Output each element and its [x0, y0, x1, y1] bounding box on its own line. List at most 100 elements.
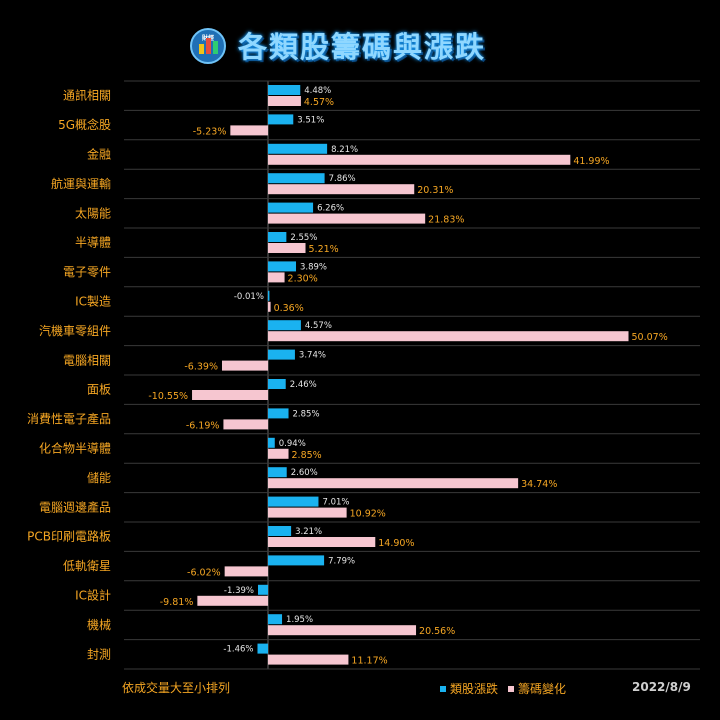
data-label-series-a: -1.46% — [223, 645, 253, 655]
bar-series-a — [268, 496, 319, 507]
logo-bar-icon — [199, 44, 204, 54]
data-label-series-b: 2.85% — [292, 450, 322, 461]
category-label: IC設計 — [75, 588, 111, 603]
data-label-series-a: 6.26% — [317, 204, 344, 214]
data-label-series-b: -6.39% — [184, 362, 218, 373]
category-label: 消費性電子產品 — [27, 411, 111, 426]
data-label-series-b: -9.81% — [160, 597, 194, 608]
data-label-series-a: 0.94% — [279, 439, 306, 449]
data-label-series-b: 20.31% — [417, 185, 453, 196]
bar-series-a — [268, 408, 289, 419]
bar-series-b — [268, 154, 571, 165]
data-label-series-a: 7.01% — [322, 498, 349, 508]
legend-item-series-b: 籌碼變化 — [508, 680, 566, 697]
data-label-series-a: 3.74% — [299, 351, 326, 361]
data-label-series-a: 2.55% — [290, 233, 317, 243]
legend-label-series-b: 籌碼變化 — [518, 682, 567, 696]
data-label-series-a: 4.48% — [304, 86, 331, 96]
data-label-series-b: 10.92% — [350, 509, 386, 520]
data-label-series-b: 41.99% — [573, 156, 609, 167]
data-label-series-a: 3.89% — [300, 262, 327, 272]
bar-series-a — [268, 202, 314, 213]
category-label: 低軌衛星 — [63, 558, 111, 573]
bar-series-a — [257, 643, 268, 654]
brand-logo: 財經 — [190, 28, 226, 64]
data-label-series-b: 2.30% — [288, 273, 318, 284]
bar-series-a — [268, 349, 295, 360]
category-label: 金融 — [87, 147, 111, 162]
chart-legend: 類股漲跌 籌碼變化 — [440, 680, 576, 697]
category-label: IC製造 — [75, 295, 111, 309]
category-label: 太陽能 — [75, 205, 111, 220]
logo-bar-icon — [213, 41, 218, 54]
bar-series-b — [268, 331, 629, 342]
data-label-series-b: 11.17% — [351, 656, 387, 667]
category-label: PCB印刷電路板 — [27, 529, 111, 544]
category-label: 機械 — [87, 617, 111, 632]
bar-series-b — [224, 566, 268, 577]
data-label-series-a: -0.01% — [234, 292, 264, 302]
data-label-series-a: 4.57% — [305, 321, 332, 331]
data-label-series-a: 1.95% — [286, 615, 313, 625]
legend-swatch-series-b — [508, 685, 515, 692]
data-label-series-a: 7.79% — [328, 556, 355, 566]
category-label: 化合物半導體 — [39, 441, 111, 456]
chart-title: 各類股籌碼與漲跌 — [238, 30, 487, 64]
bar-series-a — [267, 290, 270, 301]
bar-series-b — [230, 125, 268, 136]
bar-series-a — [268, 526, 292, 536]
bar-series-b — [268, 478, 519, 489]
bar-series-a — [268, 467, 287, 478]
bar-series-b — [223, 419, 268, 430]
category-label: 航運與運輸 — [51, 176, 111, 191]
data-label-series-b: 5.21% — [309, 244, 339, 255]
data-label-series-b: -10.55% — [148, 391, 188, 402]
data-label-series-b: 14.90% — [378, 538, 414, 549]
category-label: 汽機車零組件 — [39, 323, 111, 338]
data-label-series-a: 8.21% — [331, 145, 358, 155]
logo-bar-icon — [206, 38, 211, 54]
bar-series-b — [221, 360, 268, 371]
category-label: 電腦週邊產品 — [39, 499, 111, 514]
data-label-series-a: 2.46% — [290, 380, 317, 390]
data-label-series-b: 0.36% — [274, 303, 304, 314]
data-label-series-b: -5.23% — [193, 126, 227, 137]
category-label: 儲能 — [87, 471, 111, 485]
bar-series-a — [268, 320, 301, 331]
bar-series-b — [268, 301, 271, 312]
bar-series-b — [268, 213, 426, 224]
category-label: 電腦相關 — [63, 352, 111, 367]
bar-series-b — [268, 243, 306, 253]
bar-series-b — [268, 654, 349, 665]
bar-series-a — [268, 114, 294, 125]
bar-series-b — [192, 390, 268, 400]
data-label-series-a: 3.21% — [295, 527, 322, 537]
bar-series-a — [257, 584, 268, 595]
sort-note: 依成交量大至小排列 — [122, 681, 231, 695]
bar-series-a — [268, 143, 328, 154]
chart-header: 財經 各類股籌碼與漲跌 — [0, 22, 720, 70]
data-label-series-b: 34.74% — [521, 479, 557, 490]
category-label: 封測 — [87, 647, 111, 661]
data-label-series-b: 50.07% — [632, 332, 668, 343]
legend-item-series-a: 類股漲跌 — [440, 680, 498, 697]
bar-series-a — [268, 614, 283, 625]
bar-series-a — [268, 85, 301, 95]
data-label-series-a: 3.51% — [297, 115, 324, 125]
bar-series-b — [268, 448, 289, 459]
bar-series-b — [197, 595, 268, 606]
data-label-series-b: 21.83% — [428, 215, 464, 226]
category-label: 半導體 — [75, 236, 111, 250]
data-label-series-b: -6.19% — [186, 420, 220, 431]
bar-series-b — [268, 96, 301, 106]
bar-series-b — [268, 537, 376, 547]
data-label-series-a: 7.86% — [329, 174, 356, 184]
category-label: 電子零件 — [63, 265, 111, 279]
bar-series-a — [268, 232, 287, 242]
bar-series-a — [268, 555, 325, 566]
category-label: 面板 — [87, 383, 111, 397]
data-label-series-b: 4.57% — [304, 97, 334, 108]
bar-series-a — [268, 173, 325, 184]
data-label-series-a: -1.39% — [224, 586, 254, 596]
